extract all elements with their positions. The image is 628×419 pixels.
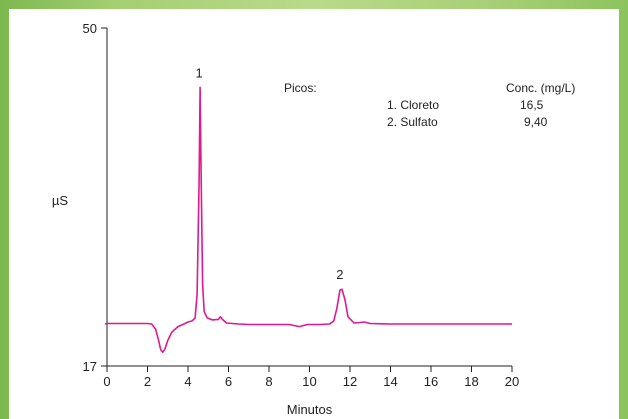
x-tick-label: 12 bbox=[343, 374, 357, 389]
chromatogram-trace bbox=[104, 86, 512, 353]
x-axis-label: Minutos bbox=[287, 402, 333, 417]
x-tick-label: 0 bbox=[103, 374, 110, 389]
x-tick-label: 8 bbox=[265, 374, 272, 389]
legend-row-name: 1. Cloreto bbox=[387, 98, 439, 112]
x-tick-label: 16 bbox=[424, 374, 438, 389]
x-tick-label: 6 bbox=[225, 374, 232, 389]
peak-label-2: 2 bbox=[336, 267, 343, 282]
legend-value-header: Conc. (mg/L) bbox=[506, 81, 575, 95]
legend-row-value: 16,5 bbox=[520, 98, 544, 112]
legend-title: Picos: bbox=[284, 81, 317, 95]
x-tick-label: 18 bbox=[464, 374, 478, 389]
legend-row-name: 2. Sulfato bbox=[387, 115, 438, 129]
peaks-legend: Picos: Conc. (mg/L) 1. Cloreto 16,5 2. S… bbox=[284, 81, 575, 129]
y-tick-label: 50 bbox=[83, 21, 97, 36]
axes bbox=[106, 28, 512, 367]
y-tick-label: 17 bbox=[83, 359, 97, 374]
x-tick-label: 2 bbox=[144, 374, 151, 389]
x-tick-label: 4 bbox=[184, 374, 191, 389]
x-tick-label: 14 bbox=[383, 374, 397, 389]
y-axis-label: µS bbox=[52, 193, 68, 208]
legend-row-value: 9,40 bbox=[524, 115, 548, 129]
peak-labels: 12 bbox=[196, 65, 344, 282]
x-tick-label: 20 bbox=[505, 374, 519, 389]
x-ticks: 0 2 4 6 8 10 12 14 16 18 20 bbox=[103, 366, 519, 389]
peak-label-1: 1 bbox=[196, 65, 203, 80]
x-tick-label: 10 bbox=[302, 374, 316, 389]
